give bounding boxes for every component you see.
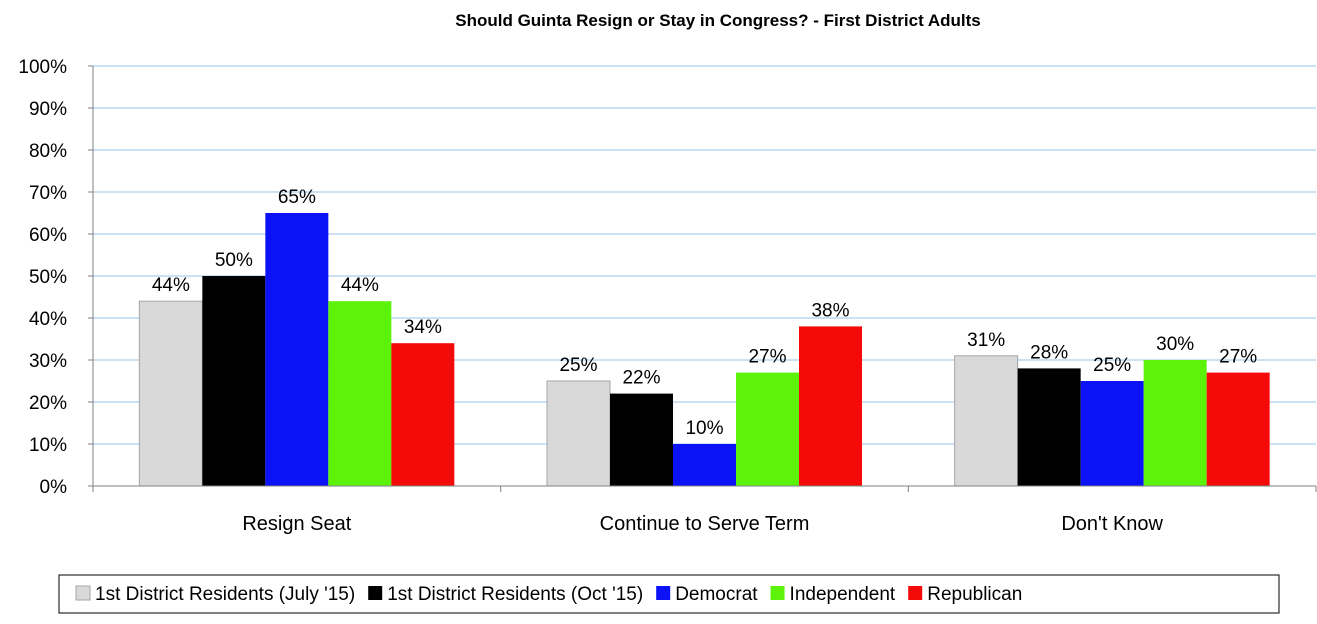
data-label: 27% [1219,347,1257,368]
y-tick-label: 30% [29,351,67,372]
data-label: 38% [811,300,849,321]
bars [138,213,1270,487]
x-category-label: Continue to Serve Term [600,513,810,535]
axes: 0% 10% 20% 30% 40% 50% 60% 70% 80% 90% 100% Resign … [18,57,1317,535]
data-label: 44% [152,275,190,296]
data-labels: 44% 50% 65% 44% 34% 25% 22% 10% 27% 38% 31% 28% 25% 3… [152,187,1257,439]
chart-title: Should Guinta Resign or Stay in Congress… [455,11,980,30]
data-label: 25% [1093,355,1131,376]
data-label: 10% [685,418,723,439]
data-label: 28% [1030,342,1068,363]
data-label: 34% [404,317,442,338]
y-tick-label: 0% [40,477,68,498]
data-label: 22% [622,368,660,389]
legend-label: Republican [927,584,1022,605]
y-tick-label: 50% [29,267,67,288]
legend-swatch [656,586,671,600]
y-tick-label: 70% [29,183,67,204]
data-label: 27% [748,347,786,368]
bar [954,355,1019,487]
bar [1080,381,1144,486]
bar [610,393,673,486]
y-tick-label: 100% [18,57,67,78]
bar [202,276,266,486]
y-tick-label: 20% [29,393,67,414]
y-tick-label: 80% [29,141,67,162]
bar [736,372,799,486]
data-label: 31% [967,330,1005,351]
bar [1017,368,1081,486]
y-tick-label: 60% [29,225,67,246]
data-label: 65% [278,187,316,208]
legend-label: Independent [790,584,896,605]
y-tick-label: 10% [29,435,67,456]
x-category-label: Don't Know [1061,513,1163,535]
legend-label: 1st District Residents (July '15) [95,584,355,605]
bar [265,213,329,486]
bar [799,326,862,486]
bar [328,301,392,486]
legend-swatch [908,586,923,600]
bar [1206,372,1270,486]
bar [391,343,455,486]
y-tick-label: 40% [29,309,67,330]
data-label: 44% [341,275,379,296]
legend: 1st District Residents (July '15) 1st Dis… [58,574,1280,614]
bar [673,444,736,486]
legend-swatch [368,586,383,600]
bar [1143,360,1207,486]
legend-swatch [770,586,785,600]
bar [546,380,611,487]
data-label: 30% [1156,334,1194,355]
x-category-label: Resign Seat [242,513,351,535]
legend-label: Democrat [675,584,758,605]
data-label: 25% [559,355,597,376]
data-label: 50% [215,250,253,271]
y-tick-label: 90% [29,99,67,120]
legend-swatch [75,585,91,601]
bar [138,300,203,487]
legend-label: 1st District Residents (Oct '15) [387,584,643,605]
